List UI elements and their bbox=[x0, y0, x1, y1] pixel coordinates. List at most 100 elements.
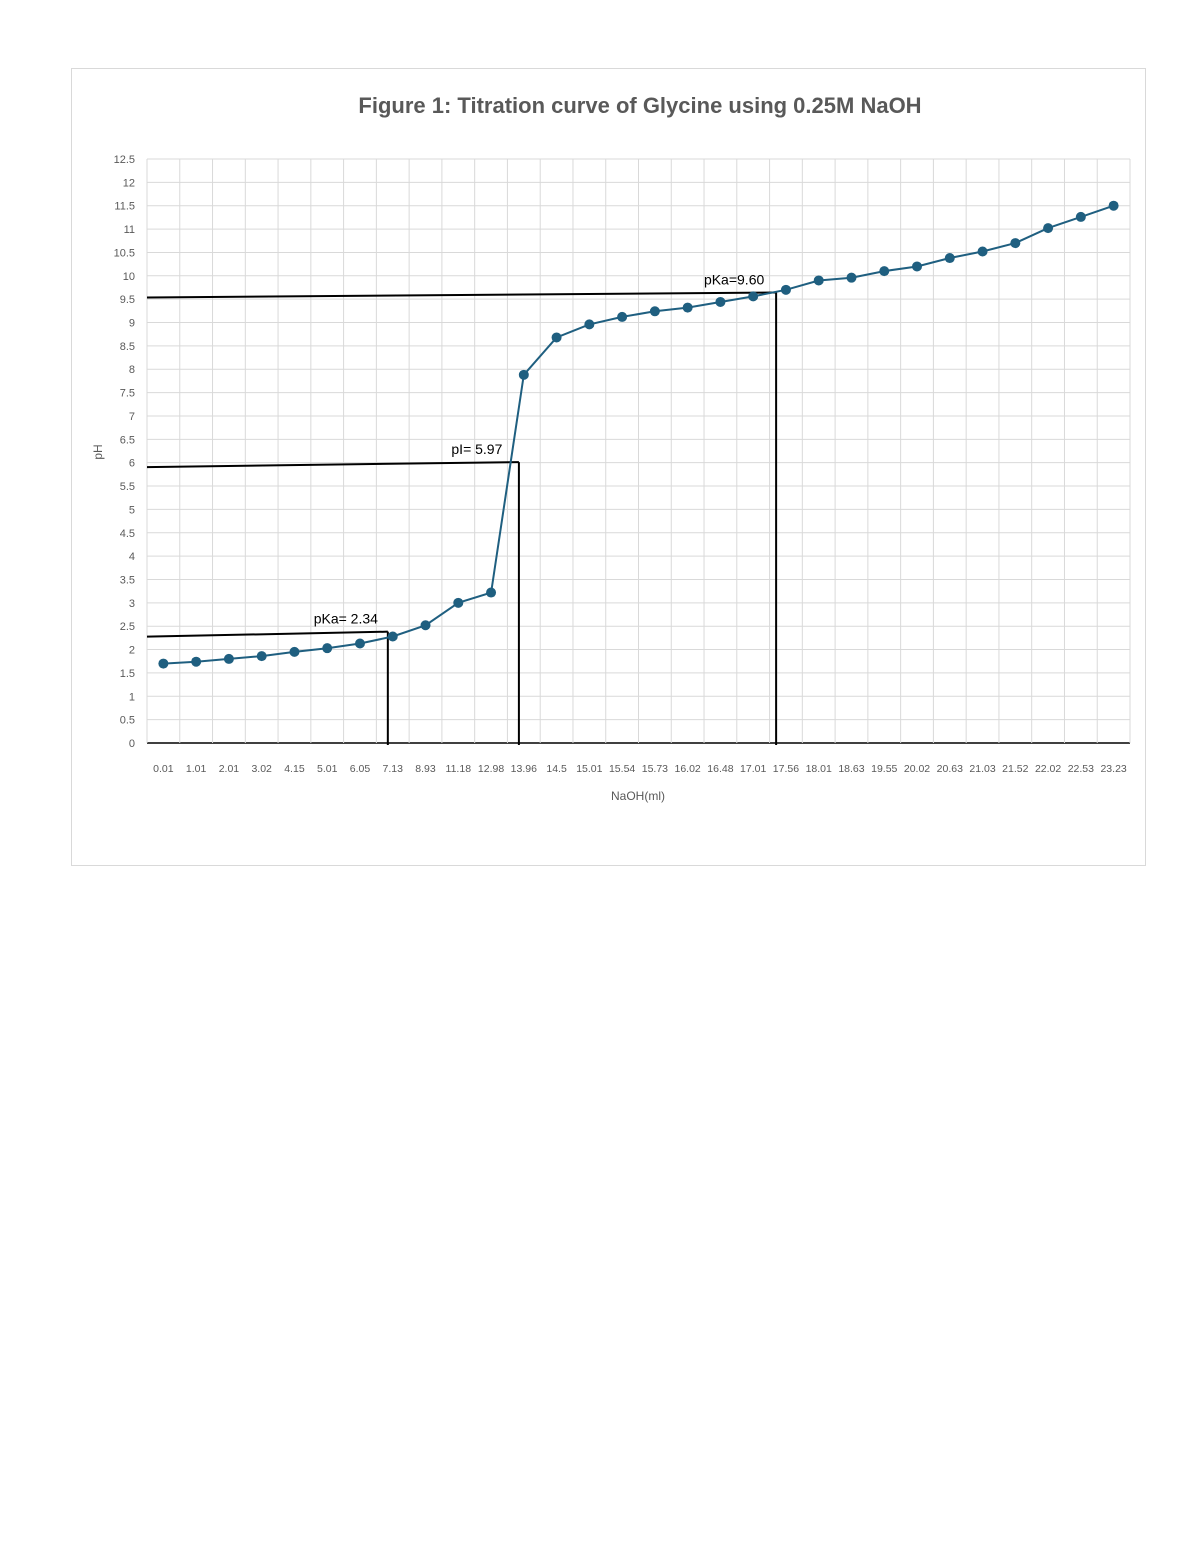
x-tick-label: 13.96 bbox=[511, 763, 537, 775]
x-tick-label: 15.54 bbox=[609, 763, 635, 775]
annotation-hline bbox=[146, 291, 777, 299]
series-line bbox=[163, 204, 1114, 665]
data-point bbox=[551, 332, 562, 343]
data-point bbox=[1075, 211, 1086, 222]
y-tick-labels: 00.511.522.533.544.555.566.577.588.599.5… bbox=[114, 154, 135, 750]
chart-frame: Figure 1: Titration curve of Glycine usi… bbox=[71, 68, 1146, 866]
x-tick-label: 20.63 bbox=[937, 763, 963, 775]
annotation-lines bbox=[146, 291, 778, 745]
data-point bbox=[289, 646, 300, 657]
x-tick-label: 21.52 bbox=[1002, 763, 1028, 775]
y-tick-label: 0.5 bbox=[120, 715, 135, 727]
x-tick-label: 2.01 bbox=[219, 763, 240, 775]
data-point bbox=[223, 653, 234, 664]
data-point bbox=[912, 261, 923, 272]
x-tick-label: 3.02 bbox=[251, 763, 272, 775]
y-tick-label: 6.5 bbox=[120, 434, 135, 446]
x-tick-label: 12.98 bbox=[478, 763, 504, 775]
x-tick-label: 11.18 bbox=[446, 763, 472, 775]
y-tick-label: 8.5 bbox=[120, 341, 135, 353]
x-tick-label: 17.56 bbox=[773, 763, 799, 775]
y-tick-label: 7 bbox=[129, 411, 135, 423]
data-point bbox=[846, 272, 857, 283]
y-tick-label: 1.5 bbox=[120, 668, 135, 680]
annotation-label: pI= 5.97 bbox=[451, 441, 502, 457]
annotation-label: pKa=9.60 bbox=[704, 271, 765, 287]
x-tick-label: 18.01 bbox=[806, 763, 832, 775]
data-point bbox=[191, 656, 202, 667]
y-tick-label: 2.5 bbox=[120, 621, 135, 633]
titration-chart: Figure 1: Titration curve of Glycine usi… bbox=[91, 93, 1131, 803]
grid bbox=[146, 158, 1131, 744]
x-tick-label: 15.73 bbox=[642, 763, 668, 775]
x-tick-label: 23.23 bbox=[1100, 763, 1126, 775]
y-tick-label: 3.5 bbox=[120, 574, 135, 586]
data-point bbox=[256, 651, 267, 662]
y-tick-label: 4.5 bbox=[120, 528, 135, 540]
y-axis-label: pH bbox=[91, 444, 105, 459]
data-point bbox=[944, 253, 955, 264]
y-tick-label: 0 bbox=[129, 738, 135, 750]
chart-title: Figure 1: Titration curve of Glycine usi… bbox=[358, 93, 921, 118]
x-tick-label: 22.53 bbox=[1068, 763, 1094, 775]
data-point bbox=[1010, 238, 1021, 249]
y-tick-label: 11.5 bbox=[114, 201, 135, 213]
x-tick-label: 20.02 bbox=[904, 763, 930, 775]
data-point bbox=[420, 620, 431, 631]
x-tick-label: 17.01 bbox=[740, 763, 766, 775]
y-tick-label: 5 bbox=[129, 504, 135, 516]
data-point bbox=[748, 291, 759, 302]
data-point bbox=[387, 631, 398, 642]
annotation-label: pKa= 2.34 bbox=[314, 611, 378, 627]
data-point bbox=[1043, 223, 1054, 234]
y-tick-label: 12 bbox=[123, 177, 135, 189]
x-tick-label: 16.02 bbox=[675, 763, 701, 775]
x-tick-label: 21.03 bbox=[969, 763, 995, 775]
data-point bbox=[813, 275, 824, 286]
x-tick-label: 5.01 bbox=[317, 763, 338, 775]
x-tick-label: 14.5 bbox=[546, 763, 567, 775]
annotation-hline bbox=[146, 630, 388, 638]
data-point bbox=[158, 658, 169, 669]
data-point bbox=[649, 306, 660, 317]
x-tick-label: 6.05 bbox=[350, 763, 371, 775]
y-tick-label: 5.5 bbox=[120, 481, 135, 493]
data-point bbox=[780, 284, 791, 295]
x-axis-label: NaOH(ml) bbox=[611, 789, 665, 803]
data-point bbox=[486, 587, 497, 598]
x-tick-label: 22.02 bbox=[1035, 763, 1061, 775]
data-point bbox=[453, 597, 464, 608]
x-tick-label: 4.15 bbox=[284, 763, 305, 775]
data-point bbox=[879, 266, 890, 277]
data-point bbox=[715, 296, 726, 307]
x-tick-label: 19.55 bbox=[871, 763, 897, 775]
x-tick-label: 1.01 bbox=[186, 763, 207, 775]
annotation-labels: pKa= 2.34 pI= 5.97 pKa=9.60 bbox=[314, 271, 765, 626]
y-tick-label: 4 bbox=[129, 551, 135, 563]
data-point bbox=[354, 638, 365, 649]
y-tick-label: 8 bbox=[129, 364, 135, 376]
x-tick-label: 16.48 bbox=[707, 763, 733, 775]
y-tick-label: 10 bbox=[123, 271, 135, 283]
y-tick-label: 9.5 bbox=[120, 294, 135, 306]
y-tick-label: 1 bbox=[129, 691, 135, 703]
annotation-hline bbox=[146, 461, 519, 469]
y-tick-label: 11 bbox=[124, 224, 135, 236]
series-markers bbox=[158, 200, 1119, 669]
x-tick-label: 15.01 bbox=[576, 763, 602, 775]
data-point bbox=[1108, 200, 1119, 211]
data-point bbox=[518, 369, 529, 380]
data-point bbox=[682, 302, 693, 313]
y-tick-label: 6 bbox=[129, 458, 135, 470]
y-tick-label: 12.5 bbox=[114, 154, 135, 166]
y-tick-label: 2 bbox=[129, 645, 135, 657]
x-tick-label: 8.93 bbox=[415, 763, 436, 775]
y-tick-label: 3 bbox=[129, 598, 135, 610]
y-tick-label: 7.5 bbox=[120, 388, 135, 400]
data-point bbox=[584, 319, 595, 330]
data-point bbox=[977, 246, 988, 257]
data-point bbox=[322, 643, 333, 654]
y-tick-label: 10.5 bbox=[114, 247, 135, 259]
x-tick-label: 7.13 bbox=[383, 763, 404, 775]
y-tick-label: 9 bbox=[129, 318, 135, 330]
